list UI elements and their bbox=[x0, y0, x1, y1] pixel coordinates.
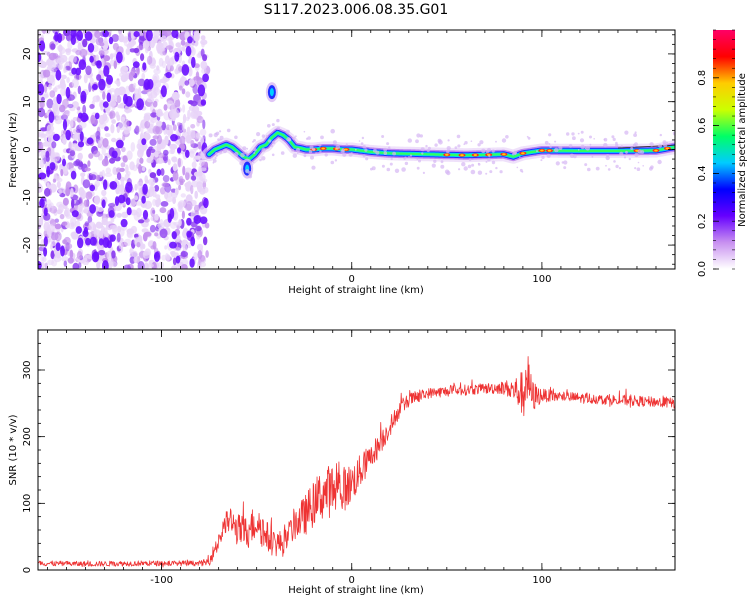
snr-xlabel: Height of straight line (km) bbox=[288, 585, 424, 596]
spectrogram-content bbox=[38, 30, 675, 269]
feature-blob bbox=[265, 82, 278, 103]
snr-panel: -100 0 100 0 100 200 300 Height of straight li… bbox=[8, 329, 676, 596]
spectrogram-ylabel: Frequency (Hz) bbox=[8, 112, 19, 188]
snr-ylabel: SNR (10 * v/v) bbox=[8, 414, 19, 485]
spectrogram-xtick-label: 100 bbox=[532, 274, 551, 285]
spectrogram-ytick-label: -20 bbox=[22, 237, 33, 253]
colorbar-label: Normalized spectral amplitude bbox=[737, 73, 748, 227]
colorbar-tick-label: 0.6 bbox=[697, 118, 708, 134]
spectrogram-xlabel: Height of straight line (km) bbox=[288, 285, 424, 296]
snr-content bbox=[38, 356, 675, 568]
noise-speckle bbox=[38, 30, 211, 269]
snr-xtick-label: 100 bbox=[532, 575, 551, 586]
colorbar: 0.0 0.2 0.4 0.6 0.8 Normalized spectral ampl… bbox=[697, 29, 748, 277]
snr-xtick-label: -100 bbox=[150, 575, 173, 586]
ridge-speckle bbox=[208, 118, 675, 179]
snr-plot-area bbox=[38, 330, 675, 570]
spectrogram-ytick-label: 0 bbox=[22, 146, 33, 152]
colorbar-tick-label: 0.8 bbox=[697, 70, 708, 86]
snr-series-line bbox=[38, 356, 675, 568]
snr-ytick-label: 100 bbox=[22, 494, 33, 513]
snr-ticks: -100 0 100 0 100 200 300 bbox=[22, 329, 676, 586]
colorbar-tick-label: 0.4 bbox=[697, 165, 708, 181]
colorbar-ticks: 0.0 0.2 0.4 0.6 0.8 bbox=[697, 29, 735, 277]
spectrogram-xtick-label: 0 bbox=[349, 274, 355, 285]
figure-title: S117.2023.006.08.35.G01 bbox=[264, 2, 449, 18]
spectrogram-xtick-label: -100 bbox=[150, 274, 173, 285]
snr-ytick-label: 300 bbox=[22, 360, 33, 379]
colorbar-tick-label: 0.0 bbox=[697, 261, 708, 277]
colorbar-tick-label: 0.2 bbox=[697, 213, 708, 229]
colorbar-gradient bbox=[713, 30, 735, 269]
snr-xtick-label: 0 bbox=[349, 575, 355, 586]
spectrogram-ytick-label: 10 bbox=[22, 95, 33, 108]
snr-ytick-label: 0 bbox=[22, 567, 33, 573]
snr-ytick-label: 200 bbox=[22, 427, 33, 446]
spectrogram-ytick-label: -10 bbox=[22, 189, 33, 205]
spectrogram-ytick-label: 20 bbox=[22, 48, 33, 61]
